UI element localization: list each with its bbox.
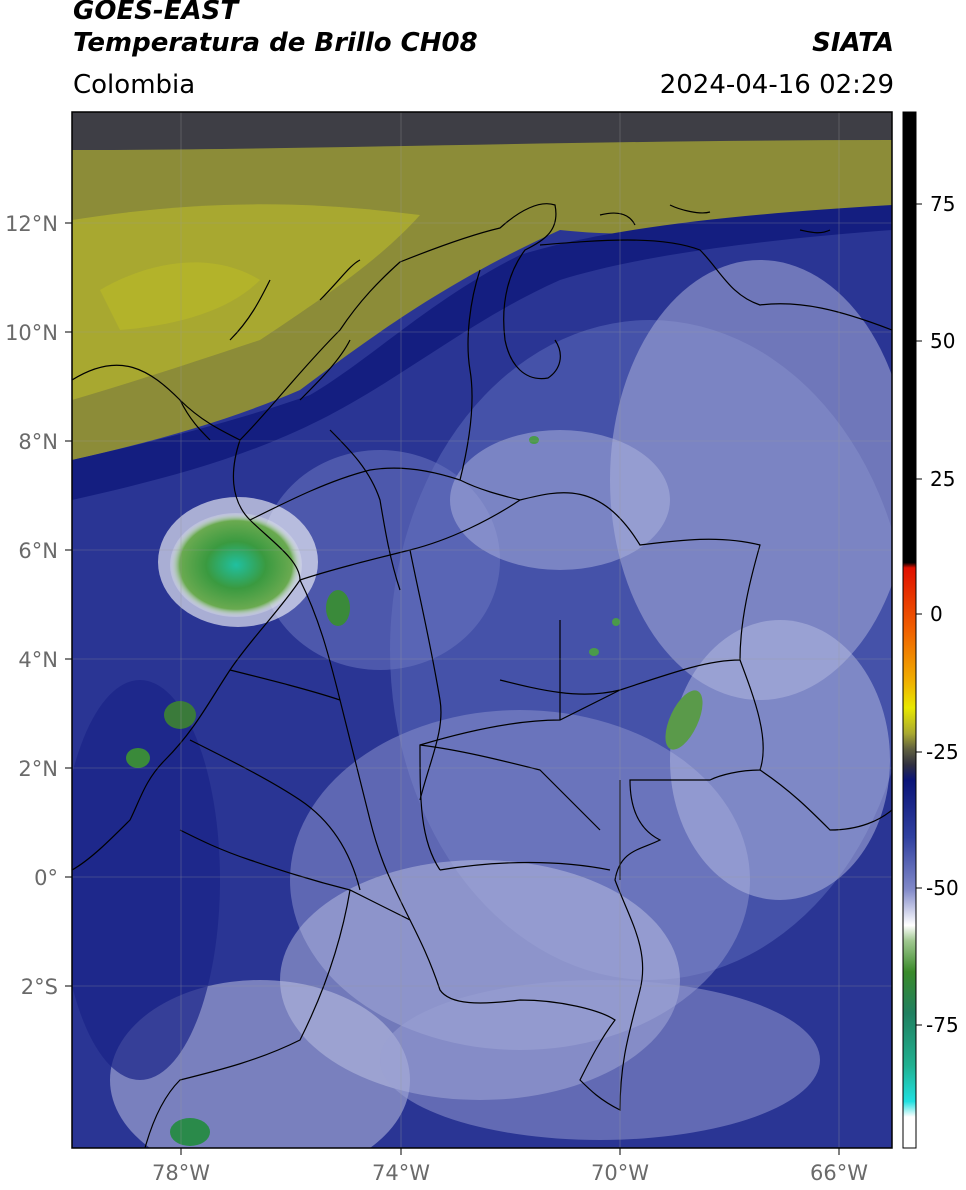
lat-label: 12°N bbox=[5, 212, 58, 236]
colorbar-frame bbox=[902, 111, 917, 1149]
lon-tick-marks bbox=[180, 1148, 840, 1155]
colorbar-tick-label: 0 bbox=[930, 602, 943, 626]
source-label: SIATA bbox=[812, 28, 894, 58]
colorbar-tick-label: 25 bbox=[930, 467, 955, 491]
lon-labels: 78°W 74°W 70°W 66°W bbox=[152, 1161, 868, 1185]
lat-label: 4°N bbox=[18, 648, 58, 672]
gridlines bbox=[72, 112, 892, 1148]
lon-label: 70°W bbox=[591, 1161, 649, 1185]
lat-label: 2°S bbox=[21, 975, 58, 999]
lat-label: 6°N bbox=[18, 539, 58, 563]
lat-label: 2°N bbox=[18, 757, 58, 781]
colorbar-tick-label: 75 bbox=[930, 192, 955, 216]
lon-label: 74°W bbox=[372, 1161, 430, 1185]
colorbar bbox=[903, 112, 916, 1148]
brightness-temperature-field bbox=[72, 112, 892, 1148]
boundaries bbox=[72, 203, 892, 1148]
colorbar-tick-label: -25 bbox=[926, 740, 959, 764]
colorbar-tick-label: 50 bbox=[930, 329, 955, 353]
lat-label: 8°N bbox=[18, 430, 58, 454]
satellite-title: GOES-EAST bbox=[73, 0, 239, 26]
region-label: Colombia bbox=[73, 70, 196, 100]
lat-label: 10°N bbox=[5, 321, 58, 345]
lat-labels: 12°N 10°N 8°N 6°N 4°N 2°N 0° 2°S bbox=[5, 212, 58, 999]
product-title: Temperatura de Brillo CH08 bbox=[73, 28, 478, 58]
colorbar-tick-label: -50 bbox=[926, 876, 959, 900]
lat-tick-marks bbox=[65, 222, 72, 987]
map-frame bbox=[71, 111, 893, 1149]
colorbar-tick-marks bbox=[916, 203, 922, 1026]
lon-label: 66°W bbox=[810, 1161, 868, 1185]
lon-label: 78°W bbox=[152, 1161, 210, 1185]
colorbar-tick-label: -75 bbox=[926, 1013, 959, 1037]
lat-label: 0° bbox=[34, 866, 58, 890]
datetime-label: 2024-04-16 02:29 bbox=[659, 70, 894, 100]
colorbar-labels: 75 50 25 0 -25 -50 -75 bbox=[926, 192, 959, 1037]
